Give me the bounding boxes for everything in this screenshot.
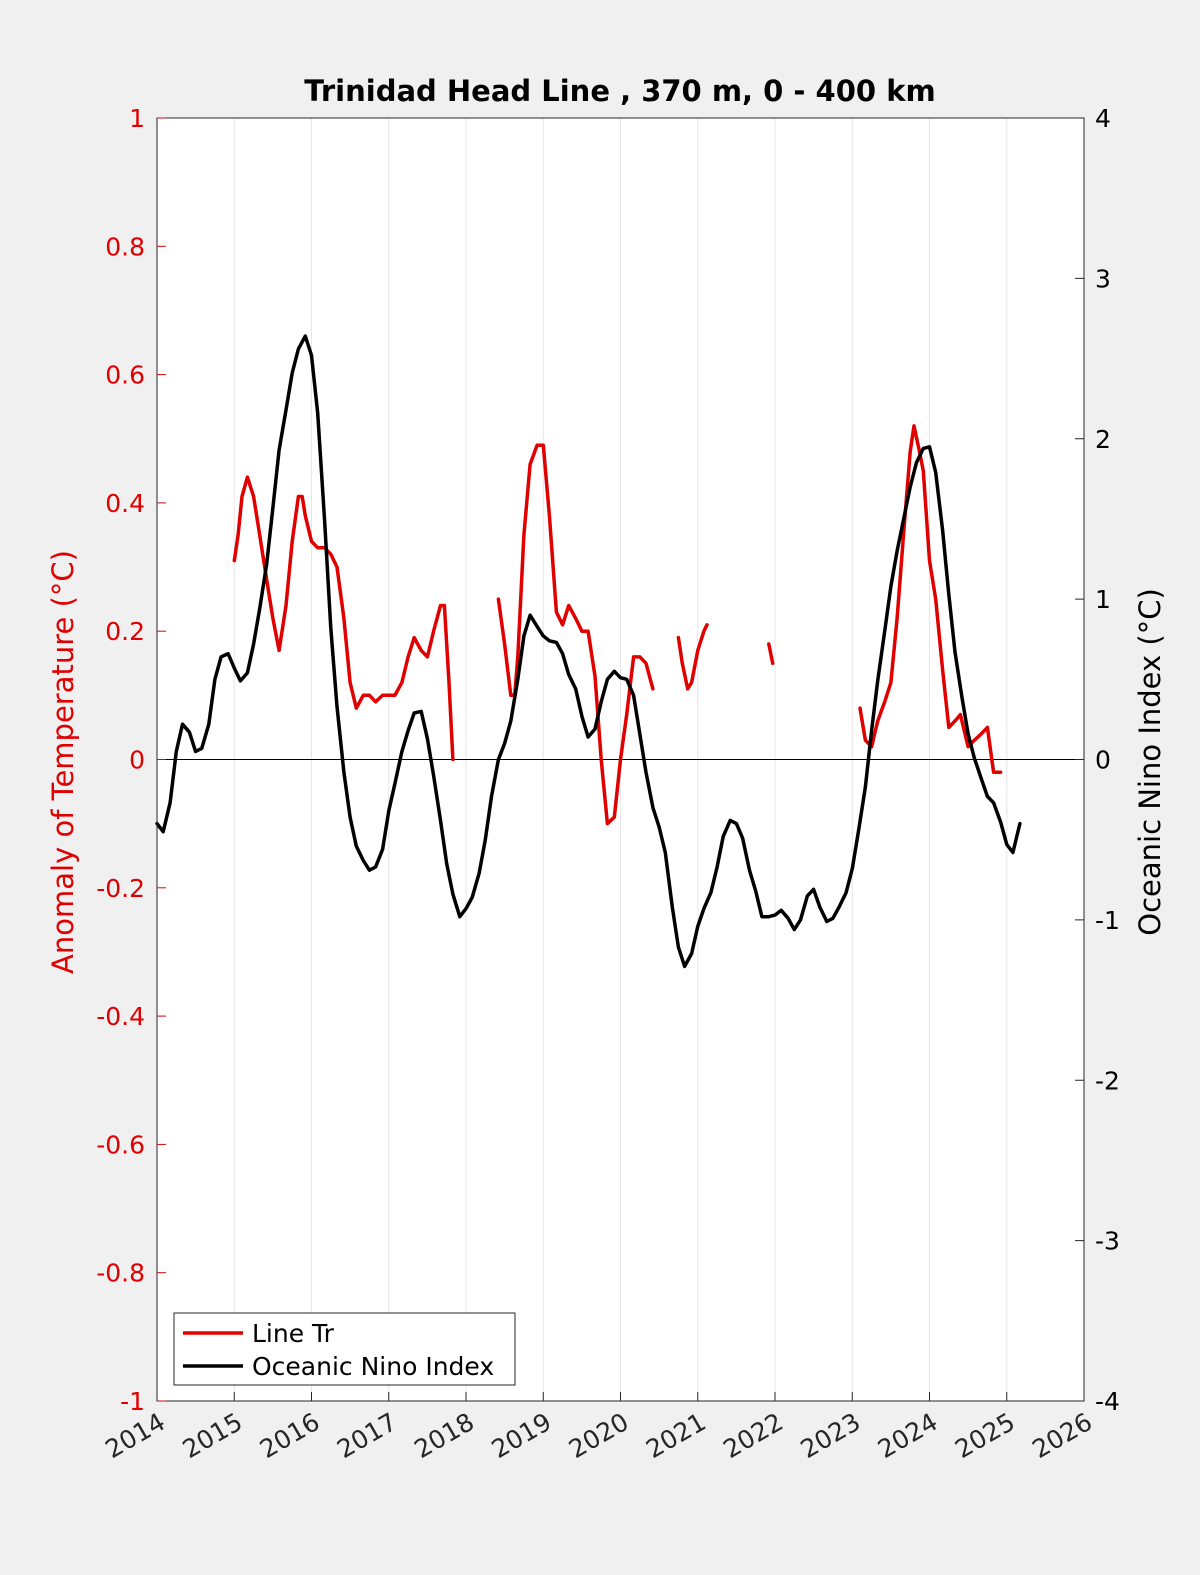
left-tick-label: 0.8 <box>105 232 145 261</box>
right-tick-label: -1 <box>1095 906 1120 935</box>
right-tick-label: 1 <box>1095 585 1111 614</box>
left-tick-label: 1 <box>129 104 145 133</box>
right-axis: -4 -3 -2 -1 0 1 2 3 4 <box>1075 104 1120 1416</box>
left-tick-label: -1 <box>120 1387 145 1416</box>
right-tick-label: 0 <box>1095 746 1111 775</box>
right-tick-label: 3 <box>1095 264 1111 293</box>
left-axis: -1 -0.8 -0.6 -0.4 -0.2 0 0.2 0.4 0.6 0.8 1 <box>96 104 166 1416</box>
left-tick-label: 0 <box>129 746 145 775</box>
series-segment <box>676 623 709 691</box>
series-segment <box>858 424 1003 775</box>
legend-label-oni: Oceanic Nino Index <box>252 1352 494 1381</box>
legend-label-line-tr: Line Tr <box>252 1319 335 1348</box>
left-tick-label: -0.2 <box>96 874 145 903</box>
right-tick-label: -2 <box>1095 1066 1120 1095</box>
series-segment <box>232 475 455 762</box>
series-segment <box>496 443 655 826</box>
y-axis-right-label: Oceanic Nino Index (°C) <box>1133 588 1167 936</box>
right-tick-label: -4 <box>1095 1387 1120 1416</box>
chart-title: Trinidad Head Line , 370 m, 0 - 400 km <box>304 74 935 108</box>
left-tick-label: -0.8 <box>96 1259 145 1288</box>
left-tick-label: -0.6 <box>96 1130 145 1159</box>
left-tick-label: 0.2 <box>105 617 145 646</box>
series-segment <box>767 642 775 666</box>
left-tick-label: 0.4 <box>105 489 145 518</box>
series-segment <box>155 334 1022 969</box>
legend-box <box>173 1312 516 1386</box>
left-tick-label: -0.4 <box>96 1002 145 1031</box>
right-tick-label: -3 <box>1095 1227 1120 1256</box>
series-oceanic-nino-index <box>155 334 1022 969</box>
right-tick-label: 2 <box>1095 425 1111 454</box>
y-axis-left-label: Anomaly of Temperature (°C) <box>46 550 80 974</box>
legend: Line Tr Oceanic Nino Index <box>173 1312 516 1386</box>
series-layer <box>155 334 1022 969</box>
left-tick-label: 0.6 <box>105 361 145 390</box>
series-line-tr <box>232 424 1003 826</box>
right-tick-label: 4 <box>1095 104 1111 133</box>
